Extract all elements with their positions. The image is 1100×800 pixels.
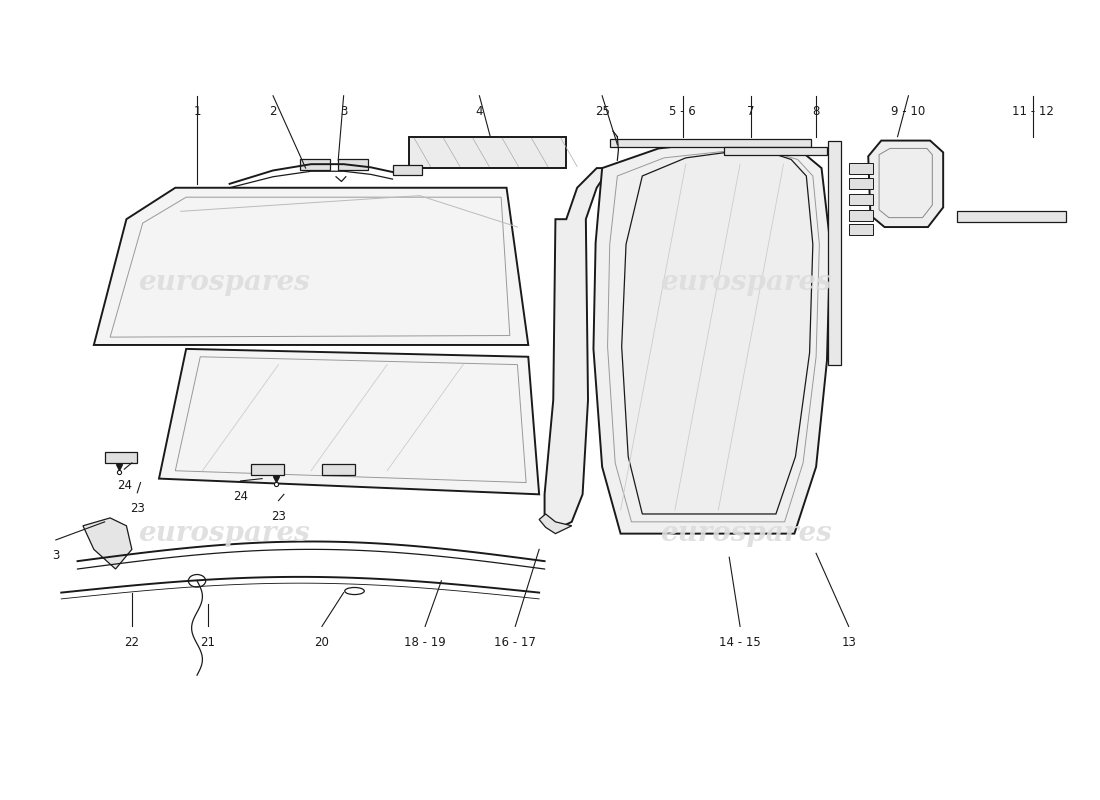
Text: 22: 22 [124, 636, 140, 649]
FancyBboxPatch shape [849, 194, 872, 205]
Polygon shape [539, 514, 572, 534]
Polygon shape [544, 168, 609, 530]
Polygon shape [828, 141, 842, 365]
Polygon shape [868, 141, 943, 227]
Text: 25: 25 [595, 106, 609, 118]
Text: 3: 3 [340, 106, 348, 118]
Text: 1: 1 [194, 106, 201, 118]
Text: 24: 24 [117, 478, 132, 492]
Text: 13: 13 [842, 636, 856, 649]
FancyBboxPatch shape [338, 159, 367, 170]
Text: 24: 24 [233, 490, 248, 503]
Polygon shape [160, 349, 539, 494]
Polygon shape [593, 141, 830, 534]
Polygon shape [724, 147, 827, 154]
FancyBboxPatch shape [849, 210, 872, 221]
FancyBboxPatch shape [104, 452, 138, 463]
Polygon shape [409, 137, 566, 168]
Text: 2: 2 [270, 106, 277, 118]
Text: 16 - 17: 16 - 17 [494, 636, 536, 649]
FancyBboxPatch shape [849, 178, 872, 190]
Text: 5 - 6: 5 - 6 [669, 106, 696, 118]
Text: 18 - 19: 18 - 19 [404, 636, 446, 649]
Polygon shape [609, 139, 811, 147]
Polygon shape [94, 188, 528, 345]
Text: eurospares: eurospares [139, 269, 310, 295]
Text: eurospares: eurospares [139, 520, 310, 547]
Text: 23: 23 [271, 510, 286, 523]
Text: 20: 20 [315, 636, 329, 649]
FancyBboxPatch shape [849, 224, 872, 235]
Text: eurospares: eurospares [660, 520, 832, 547]
Polygon shape [82, 518, 132, 569]
FancyBboxPatch shape [322, 464, 354, 474]
Text: eurospares: eurospares [660, 269, 832, 295]
Text: 23: 23 [130, 502, 145, 515]
FancyBboxPatch shape [849, 162, 872, 174]
Text: 8: 8 [813, 106, 820, 118]
FancyBboxPatch shape [251, 464, 284, 474]
Text: 21: 21 [200, 636, 216, 649]
Polygon shape [957, 211, 1066, 222]
Text: 4: 4 [475, 106, 483, 118]
Text: 3: 3 [52, 550, 59, 562]
FancyBboxPatch shape [393, 165, 421, 175]
Text: 11 - 12: 11 - 12 [1012, 106, 1054, 118]
Text: 14 - 15: 14 - 15 [719, 636, 761, 649]
Text: 7: 7 [747, 106, 755, 118]
Text: 9 - 10: 9 - 10 [891, 106, 925, 118]
FancyBboxPatch shape [300, 159, 330, 170]
Polygon shape [621, 151, 813, 514]
